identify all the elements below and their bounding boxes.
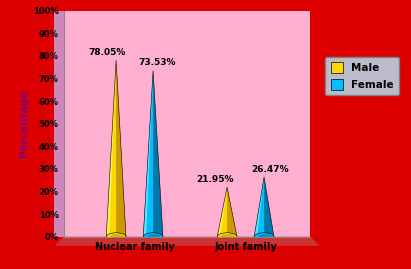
Text: 21.95%: 21.95% — [196, 175, 233, 184]
Y-axis label: Percentage: Percentage — [19, 90, 29, 157]
Ellipse shape — [106, 233, 126, 241]
Ellipse shape — [258, 234, 272, 239]
Polygon shape — [54, 11, 64, 237]
Text: 73.53%: 73.53% — [139, 58, 176, 67]
Text: 26.47%: 26.47% — [252, 165, 289, 174]
Ellipse shape — [221, 234, 235, 239]
Ellipse shape — [110, 234, 124, 239]
Legend: Male, Female: Male, Female — [326, 57, 399, 95]
Polygon shape — [217, 187, 227, 237]
Polygon shape — [116, 60, 126, 237]
Polygon shape — [54, 237, 320, 246]
Ellipse shape — [147, 234, 161, 239]
Polygon shape — [143, 70, 153, 237]
Polygon shape — [254, 177, 264, 237]
Polygon shape — [143, 70, 153, 237]
Polygon shape — [254, 177, 264, 237]
Polygon shape — [264, 177, 274, 237]
Polygon shape — [153, 70, 163, 237]
Text: 78.05%: 78.05% — [88, 48, 125, 57]
Ellipse shape — [143, 233, 163, 241]
Ellipse shape — [254, 233, 274, 241]
Polygon shape — [106, 60, 116, 237]
Polygon shape — [217, 187, 227, 237]
Polygon shape — [106, 60, 116, 237]
Ellipse shape — [217, 233, 237, 241]
Polygon shape — [227, 187, 237, 237]
